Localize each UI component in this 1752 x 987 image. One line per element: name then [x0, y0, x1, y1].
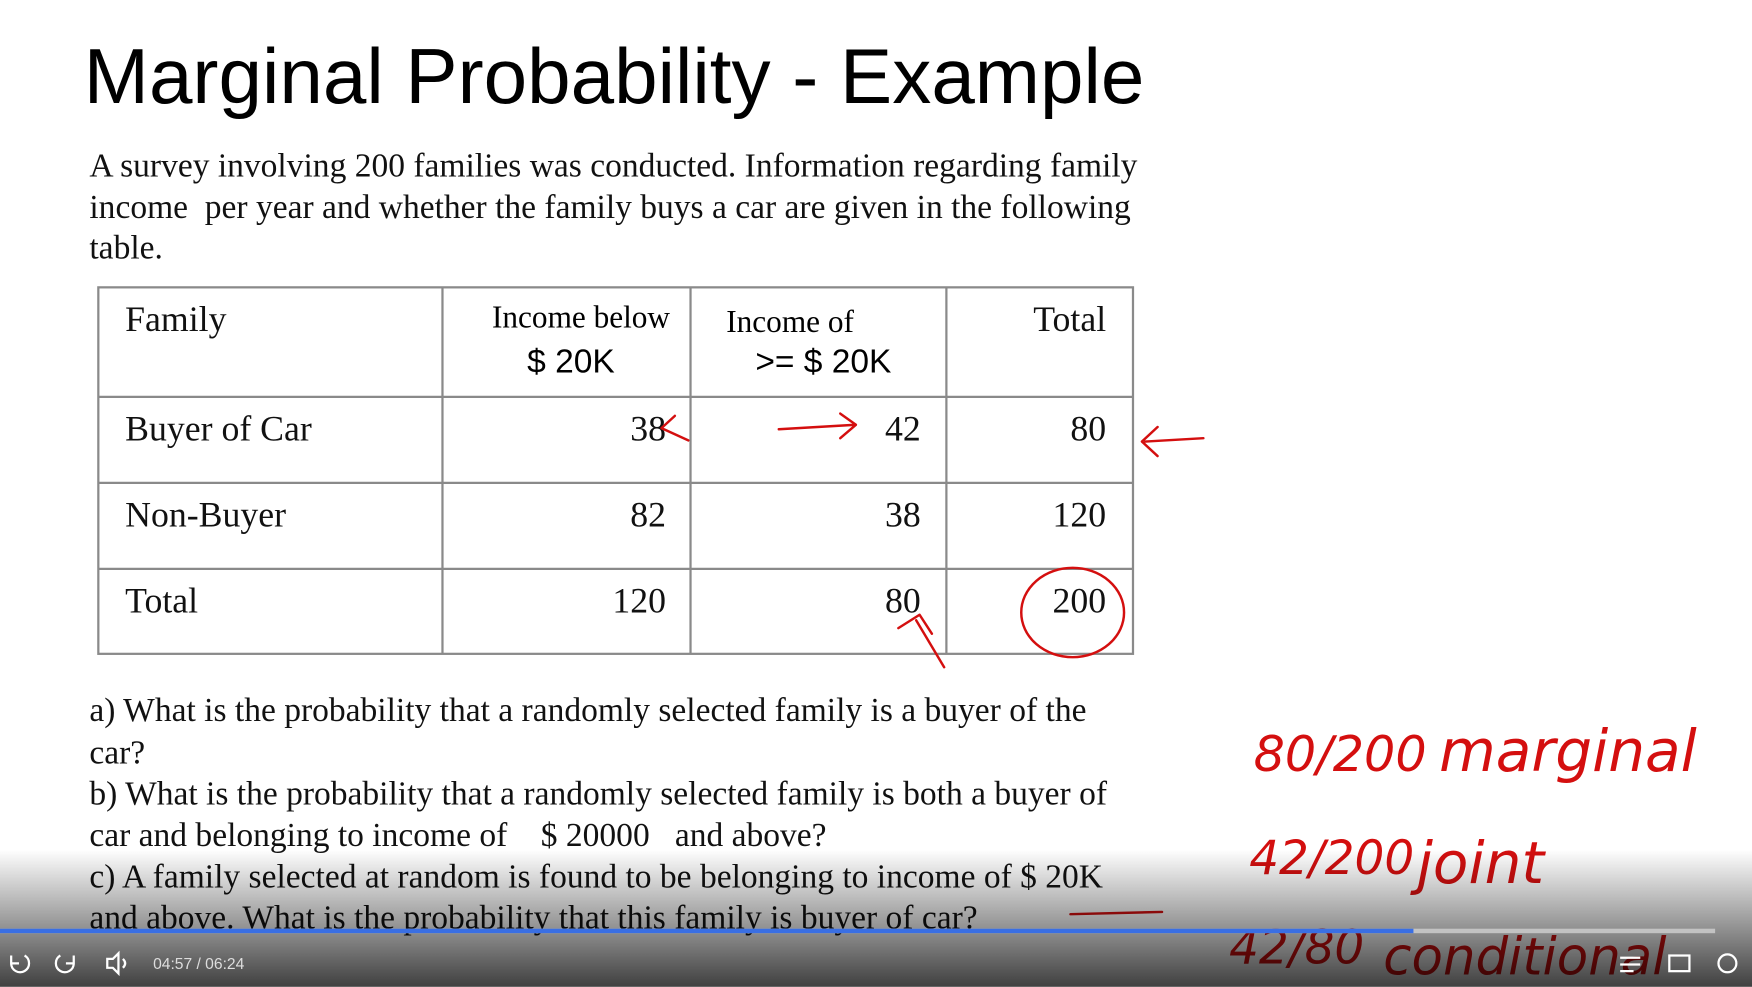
table-cell: 120 [612, 580, 666, 620]
settings-button[interactable] [1717, 953, 1738, 974]
table-cell: 120 [1053, 494, 1107, 534]
slide-title: Marginal Probability - Example [84, 32, 1145, 120]
playlist-button[interactable] [1620, 956, 1641, 973]
header-cell: >= $ 20K [755, 343, 891, 380]
volume-button[interactable] [106, 950, 127, 977]
table-cell: 42 [885, 408, 921, 448]
time-display: 04:57 / 06:24 [153, 956, 245, 973]
control-shade [0, 849, 1752, 987]
row-label: Buyer of Car [125, 408, 312, 448]
table-cell: 80 [885, 580, 921, 620]
captions-button[interactable] [1668, 954, 1691, 973]
annotation-word: marginal [1439, 717, 1697, 785]
row-label: Total [125, 580, 198, 620]
question-line: a) What is the probability that a random… [89, 692, 1086, 729]
intro-line: table. [89, 229, 163, 266]
question-line: car? [89, 734, 145, 771]
table-cell: 80 [1070, 408, 1106, 448]
data-table: Family Income below $ 20K Income of >= $… [97, 286, 1135, 655]
table-cell: 38 [630, 408, 666, 448]
forward-button[interactable] [54, 954, 75, 974]
intro-line: income per year and whether the family b… [89, 189, 1131, 226]
ink-arrow [1140, 425, 1205, 458]
rewind-button[interactable] [10, 954, 31, 974]
table-cell: 38 [885, 494, 921, 534]
question-line: car and belonging to income of $ 20000 a… [89, 817, 826, 854]
annotation-fraction: 80/200 [1254, 725, 1427, 783]
intro-line: A survey involving 200 families was cond… [89, 148, 1137, 185]
header-cell: Income below [492, 300, 670, 335]
header-cell: $ 20K [527, 343, 615, 380]
header-cell: Income of [726, 304, 854, 339]
table-border [97, 286, 1135, 655]
header-cell: Family [125, 299, 226, 339]
ink-arrow [777, 412, 858, 440]
ink-mark [660, 414, 690, 442]
ink-arrow [897, 613, 946, 669]
intro-paragraph: A survey involving 200 families was cond… [89, 148, 1137, 267]
table-cell: 82 [630, 494, 666, 534]
header-cell: Total [1033, 299, 1106, 339]
row-label: Non-Buyer [125, 494, 286, 534]
table-cell: 200 [1053, 580, 1107, 620]
question-line: b) What is the probability that a random… [89, 776, 1107, 813]
player-controls: 04:57 / 06:24 [0, 849, 1752, 987]
progress-played [0, 928, 1414, 934]
ink-circle [1020, 566, 1126, 659]
